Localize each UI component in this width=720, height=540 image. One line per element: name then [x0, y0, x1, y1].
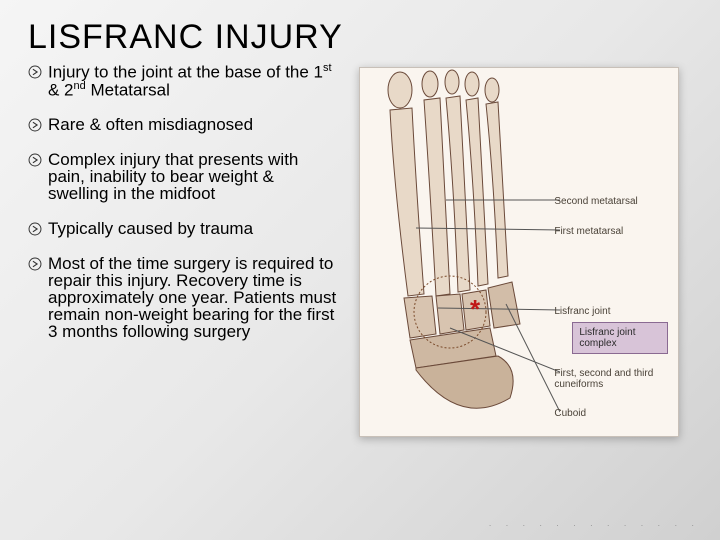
anatomy-label: Cuboid [554, 408, 670, 419]
bullet-list: Injury to the joint at the base of the 1… [28, 63, 347, 522]
bullet-text: Rare & often misdiagnosed [48, 116, 253, 133]
bullet-item: Injury to the joint at the base of the 1… [28, 63, 337, 98]
bullet-item: Typically caused by trauma [28, 220, 337, 237]
bullet-text: Complex injury that presents with pain, … [48, 151, 337, 202]
bullet-item: Rare & often misdiagnosed [28, 116, 337, 133]
bullet-circle-arrow-icon [28, 118, 42, 132]
bullet-item: Most of the time surgery is required to … [28, 255, 337, 340]
bullet-circle-arrow-icon [28, 65, 42, 79]
anatomy-label: First, second and third cuneiforms [554, 368, 670, 390]
decorative-dots: · · · · · · · · · · · · · [489, 521, 700, 530]
bullet-text: Injury to the joint at the base of the 1… [48, 63, 337, 98]
foot-anatomy-diagram: * Second metatarsal First metatarsal Lisfr… [359, 67, 679, 437]
bullet-item: Complex injury that presents with pain, … [28, 151, 337, 202]
foot-bones-svg: * [360, 68, 560, 438]
anatomy-label: First metatarsal [554, 226, 670, 237]
bullet-text: Most of the time surgery is required to … [48, 255, 337, 340]
lisfranc-callout: Lisfranc joint complex [572, 322, 668, 354]
bullet-text: Typically caused by trauma [48, 220, 253, 237]
bullet-circle-arrow-icon [28, 222, 42, 236]
image-column: * Second metatarsal First metatarsal Lisfr… [347, 63, 692, 522]
content-row: Injury to the joint at the base of the 1… [28, 63, 692, 522]
slide: LISFRANC INJURY Injury to the joint at t… [0, 0, 720, 540]
diagram-labels: Second metatarsal First metatarsal Lisfran… [554, 68, 674, 436]
slide-title: LISFRANC INJURY [28, 18, 692, 57]
anatomy-label: Second metatarsal [554, 196, 670, 207]
svg-text:*: * [470, 294, 481, 324]
bullet-circle-arrow-icon [28, 153, 42, 167]
bullet-circle-arrow-icon [28, 257, 42, 271]
anatomy-label: Lisfranc joint [554, 306, 670, 317]
